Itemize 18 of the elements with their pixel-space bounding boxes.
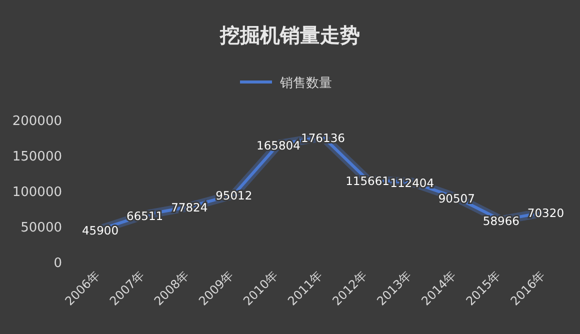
data-label: 115661 — [346, 174, 390, 188]
data-label: 90507 — [438, 192, 475, 206]
y-tick-label: 200000 — [12, 114, 62, 129]
chart-title: 挖掘机销量走势 — [219, 23, 360, 47]
data-label: 95012 — [216, 188, 252, 203]
data-label: 112404 — [390, 176, 434, 190]
y-tick-label: 100000 — [12, 185, 62, 200]
y-tick-label: 50000 — [20, 220, 62, 236]
data-label: 45900 — [82, 223, 119, 238]
data-label: 165804 — [256, 138, 300, 152]
data-label: 77824 — [171, 200, 208, 215]
data-label: 70320 — [527, 206, 564, 220]
y-tick-label: 150000 — [12, 150, 62, 164]
data-label: 176136 — [301, 130, 345, 145]
legend-label: 销售数量 — [279, 76, 332, 91]
data-label: 66511 — [126, 208, 164, 223]
y-tick-label: 0 — [54, 256, 62, 271]
data-label: 58966 — [482, 214, 520, 228]
